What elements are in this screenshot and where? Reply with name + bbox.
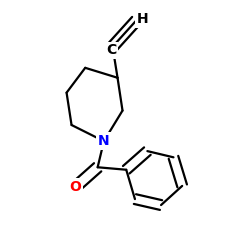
Text: H: H xyxy=(136,12,148,26)
Text: C: C xyxy=(106,44,117,58)
Text: N: N xyxy=(98,134,110,148)
Text: O: O xyxy=(69,180,81,194)
